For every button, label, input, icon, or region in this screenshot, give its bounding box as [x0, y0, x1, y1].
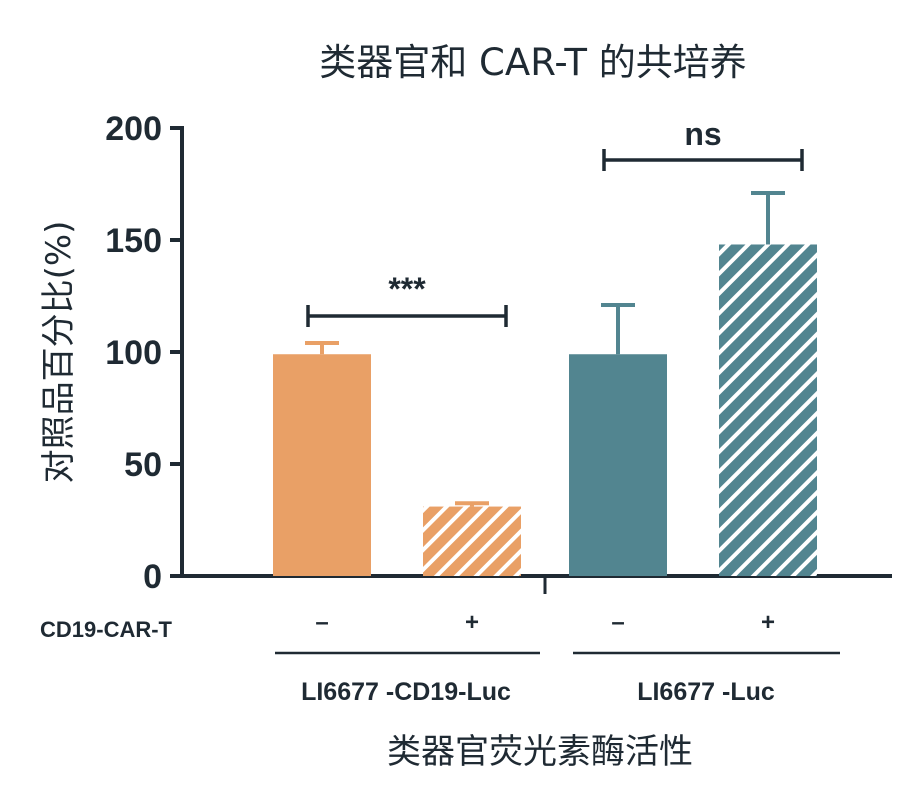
- group-label: LI6677 -Luc: [637, 678, 775, 706]
- y-tick-label: 0: [143, 558, 162, 596]
- y-tick-label: 100: [105, 334, 162, 372]
- y-tick-label: 150: [105, 222, 162, 260]
- categories: – + – + LI6677 -CD19-Luc LI6677 -Luc: [275, 609, 840, 706]
- bar: [569, 354, 667, 576]
- treatment-mark: –: [611, 609, 624, 636]
- treatment-mark: +: [761, 609, 775, 636]
- y-tick-label: 200: [105, 110, 162, 148]
- treatment-mark: +: [465, 609, 479, 636]
- group-label: LI6677 -CD19-Luc: [301, 678, 511, 706]
- significance-label: ns: [684, 116, 721, 152]
- significance-label: ***: [388, 271, 426, 307]
- chart-title: 类器官和 CAR-T 的共培养: [319, 41, 746, 84]
- y-tick-label: 50: [124, 446, 162, 484]
- bar: [423, 506, 521, 576]
- treatment-mark: –: [315, 609, 328, 636]
- bar: [273, 354, 371, 576]
- x-axis-label: 类器官荧光素酶活性: [387, 732, 693, 772]
- bars: [273, 190, 817, 577]
- bar: [719, 244, 817, 577]
- treatment-row-label: CD19-CAR-T: [40, 617, 173, 642]
- annotations: *** ns: [306, 116, 804, 327]
- y-axis-label: 对照品百分比(%): [39, 221, 79, 484]
